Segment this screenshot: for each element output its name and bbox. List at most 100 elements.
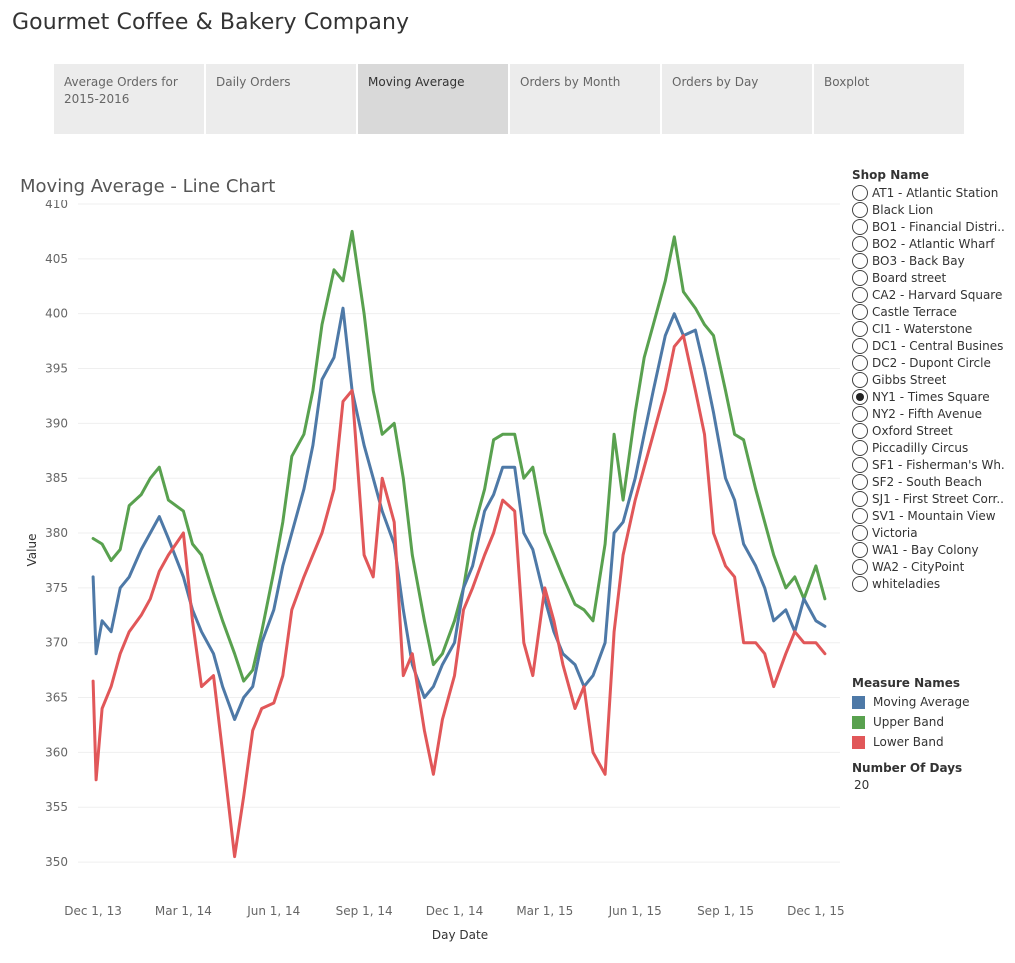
radio-button-icon[interactable] — [852, 337, 868, 354]
shop-option-label: Oxford Street — [872, 423, 953, 438]
radio-button-icon[interactable] — [852, 371, 868, 388]
shop-option[interactable]: NY2 - Fifth Avenue — [852, 405, 1004, 422]
shop-option[interactable]: DC1 - Central Busines.. — [852, 337, 1004, 354]
radio-button-icon[interactable] — [852, 388, 868, 405]
chart-title: Moving Average - Line Chart — [20, 176, 276, 197]
series-line-upper-band[interactable] — [91, 229, 827, 683]
shop-option-label: Board street — [872, 270, 947, 285]
y-tick-label: 355 — [45, 800, 68, 814]
y-tick-label: 370 — [45, 636, 68, 650]
number-of-days-parameter: Number Of Days 20 — [852, 761, 962, 792]
tab-orders-by-day[interactable]: Orders by Day — [662, 64, 812, 134]
y-axis-title: Value — [25, 534, 39, 567]
shop-option[interactable]: Oxford Street — [852, 422, 1004, 439]
legend-label: Lower Band — [873, 735, 944, 749]
radio-button-icon[interactable] — [852, 354, 868, 371]
radio-button-icon[interactable] — [852, 235, 868, 252]
radio-button-icon[interactable] — [852, 456, 868, 473]
y-tick-label: 365 — [45, 691, 68, 705]
radio-button-icon[interactable] — [852, 269, 868, 286]
shop-option[interactable]: SF2 - South Beach — [852, 473, 1004, 490]
shop-option-label: CA2 - Harvard Square — [872, 287, 1003, 302]
parameter-title: Number Of Days — [852, 761, 963, 775]
y-tick-label: 375 — [45, 581, 68, 595]
shop-option[interactable]: NY1 - Times Square — [852, 388, 1004, 405]
radio-button-icon[interactable] — [852, 405, 868, 422]
legend-swatch — [852, 735, 865, 749]
legend-label: Upper Band — [873, 715, 944, 729]
radio-button-icon[interactable] — [852, 252, 868, 269]
shop-option[interactable]: BO2 - Atlantic Wharf — [852, 235, 1004, 252]
radio-button-icon[interactable] — [852, 490, 868, 507]
shop-option-label: whiteladies — [872, 576, 941, 591]
radio-button-icon[interactable] — [852, 303, 868, 320]
shop-filter-title: Shop Name — [852, 168, 929, 182]
shop-option[interactable]: SJ1 - First Street Corr.. — [852, 490, 1004, 507]
shop-option[interactable]: Piccadilly Circus — [852, 439, 1004, 456]
y-tick-label: 395 — [45, 362, 68, 376]
legend-item[interactable]: Lower Band — [852, 732, 969, 752]
tab-orders-by-month[interactable]: Orders by Month — [510, 64, 660, 134]
shop-radio-list: AT1 - Atlantic Station Black Lion BO1 - Fi… — [852, 184, 1004, 592]
parameter-value[interactable]: 20 — [854, 778, 870, 792]
shop-option[interactable]: Gibbs Street — [852, 371, 1004, 388]
y-tick-label: 350 — [45, 855, 68, 869]
shop-option-label: BO2 - Atlantic Wharf — [872, 236, 995, 251]
shop-option-label: Black Lion — [872, 202, 934, 217]
shop-option-label: BO3 - Back Bay — [872, 253, 965, 268]
radio-button-icon[interactable] — [852, 439, 868, 456]
tab-average-orders[interactable]: Average Orders for 2015-2016 — [54, 64, 204, 134]
radio-button-icon[interactable] — [852, 507, 868, 524]
shop-option[interactable]: BO1 - Financial Distri.. — [852, 218, 1004, 235]
shop-option-label: WA1 - Bay Colony — [872, 542, 979, 557]
legend-label: Moving Average — [873, 695, 970, 709]
shop-option[interactable]: SV1 - Mountain View — [852, 507, 1004, 524]
legend-item[interactable]: Moving Average — [852, 692, 969, 712]
shop-option-label: NY2 - Fifth Avenue — [872, 406, 982, 421]
tab-boxplot[interactable]: Boxplot — [814, 64, 964, 134]
radio-button-icon[interactable] — [852, 320, 868, 337]
radio-button-icon[interactable] — [852, 218, 868, 235]
y-tick-label: 390 — [45, 416, 68, 430]
radio-button-icon[interactable] — [852, 286, 868, 303]
y-tick-label: 405 — [45, 252, 68, 266]
shop-option-label: Piccadilly Circus — [872, 440, 969, 455]
shop-option[interactable]: WA2 - CityPoint — [852, 558, 1004, 575]
tab-daily-orders[interactable]: Daily Orders — [206, 64, 356, 134]
shop-option[interactable]: WA1 - Bay Colony — [852, 541, 1004, 558]
shop-option[interactable]: CI1 - Waterstone — [852, 320, 1004, 337]
shop-option[interactable]: whiteladies — [852, 575, 1004, 592]
shop-option[interactable]: AT1 - Atlantic Station — [852, 184, 1004, 201]
radio-button-icon[interactable] — [852, 558, 868, 575]
shop-option[interactable]: Castle Terrace — [852, 303, 1004, 320]
shop-option[interactable]: Black Lion — [852, 201, 1004, 218]
radio-button-icon[interactable] — [852, 422, 868, 439]
legend-swatch — [852, 715, 865, 729]
radio-button-icon[interactable] — [852, 524, 868, 541]
shop-option[interactable]: SF1 - Fisherman's Wh.. — [852, 456, 1004, 473]
shop-option-label: CI1 - Waterstone — [872, 321, 973, 336]
shop-option-label: DC2 - Dupont Circle — [872, 355, 991, 370]
shop-option[interactable]: Board street — [852, 269, 1004, 286]
radio-button-icon[interactable] — [852, 575, 868, 592]
x-axis: Dec 1, 13 Mar 1, 14 Jun 1, 14 Sep 1, 14 Dec … — [64, 904, 844, 918]
shop-option[interactable]: CA2 - Harvard Square — [852, 286, 1004, 303]
shop-option[interactable]: DC2 - Dupont Circle — [852, 354, 1004, 371]
shop-option[interactable]: BO3 - Back Bay — [852, 252, 1004, 269]
radio-button-icon[interactable] — [852, 201, 868, 218]
series-line-lower-band[interactable] — [91, 334, 827, 859]
line-chart[interactable]: 350355360365370375380385390395400405410 … — [0, 200, 845, 963]
radio-button-icon[interactable] — [852, 473, 868, 490]
legend-item[interactable]: Upper Band — [852, 712, 969, 732]
tab-moving-average[interactable]: Moving Average — [358, 64, 508, 134]
radio-button-icon[interactable] — [852, 541, 868, 558]
radio-button-icon[interactable] — [852, 184, 868, 201]
chart-gridlines — [78, 203, 840, 863]
shop-option[interactable]: Victoria — [852, 524, 1004, 541]
chart-series — [91, 229, 827, 859]
shop-option-label: DC1 - Central Busines.. — [872, 338, 1004, 353]
series-line-moving-average[interactable] — [91, 306, 827, 721]
shop-option-label: SV1 - Mountain View — [872, 508, 996, 523]
shop-option-label: Gibbs Street — [872, 372, 947, 387]
y-tick-label: 360 — [45, 745, 68, 759]
